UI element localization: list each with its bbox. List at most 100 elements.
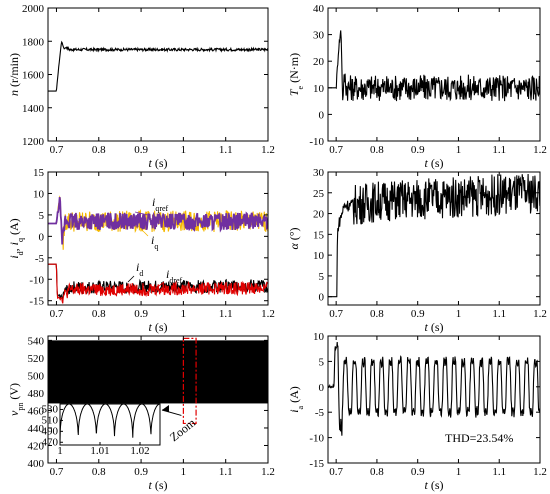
y-tick-label: -15 <box>29 296 44 308</box>
thd-annotation: THD=23.54% <box>445 431 513 445</box>
y-tick-label: 1200 <box>22 136 45 148</box>
series-line-iqref <box>48 196 268 245</box>
x-tick-label: 1.2 <box>533 308 547 320</box>
inset-x-tick-label: 1 <box>57 445 63 457</box>
y-tick-label: 5 <box>319 356 325 368</box>
y-axis-label: n (r/min) <box>7 53 21 96</box>
x-tick-label: 1 <box>456 144 462 156</box>
x-tick-label: 0.7 <box>329 308 343 320</box>
chart-torque: 0.7 0.8 0.9 1 1.1 1.2 -10 0 10 20 30 40 t (s) Te (N·m… <box>287 3 547 170</box>
axes-frame <box>327 7 541 142</box>
x-tick-label: 1 <box>181 308 187 320</box>
legend-qref: iqref <box>152 195 169 213</box>
x-tick-label: 1 <box>456 466 462 478</box>
legend-leader <box>134 211 149 216</box>
x-tick-label: 1.2 <box>533 466 547 478</box>
y-tick-label: 440 <box>28 423 45 435</box>
y-tick-label: 30 <box>313 167 325 179</box>
x-tick-label: 0.9 <box>411 144 425 156</box>
x-tick-label: 1.1 <box>219 144 233 156</box>
y-tick-label: 520 <box>28 353 45 365</box>
legend-dref: idref <box>166 267 183 285</box>
y-tick-label: 20 <box>313 209 325 221</box>
inset-y-tick-label: 510 <box>42 414 59 426</box>
x-tick-label: 1 <box>181 144 187 156</box>
series-line-0 <box>328 341 540 436</box>
x-axis-label: t (s) <box>424 320 443 334</box>
y-axis-label: ia (A) <box>287 386 305 413</box>
y-axis-label: vpn (V) <box>7 383 25 416</box>
y-tick-label: 400 <box>28 458 45 470</box>
x-tick-label: 1.2 <box>533 144 547 156</box>
x-tick-label: 1.1 <box>492 308 506 320</box>
y-axis-label: Te (N·m) <box>287 53 305 96</box>
x-tick-label: 0.9 <box>411 466 425 478</box>
y-tick-label: -10 <box>309 136 324 148</box>
x-axis-label: t (s) <box>148 156 167 170</box>
y-tick-label: 2000 <box>22 3 45 15</box>
legend-leader <box>137 225 149 237</box>
axes-frame <box>327 335 541 464</box>
plot-area <box>328 173 540 298</box>
legend-d: id <box>136 260 143 278</box>
y-tick-label: 500 <box>28 370 45 382</box>
y-tick-label: 0 <box>319 109 325 121</box>
y-tick-label: -5 <box>315 407 325 419</box>
y-tick-label: 1600 <box>22 70 45 82</box>
x-axis-label: t (s) <box>424 156 443 170</box>
x-tick-label: 1.2 <box>261 466 275 478</box>
x-tick-label: 1.1 <box>219 466 233 478</box>
axes-frame <box>47 335 269 464</box>
y-tick-label: 1400 <box>22 103 45 115</box>
legend-q: iq <box>151 233 158 251</box>
y-tick-label: -5 <box>35 253 45 265</box>
x-tick-label: 0.7 <box>50 144 64 156</box>
x-axis-label: t (s) <box>148 478 167 492</box>
plot-area <box>48 40 268 92</box>
plot-area <box>328 30 540 102</box>
y-tick-label: 460 <box>28 405 45 417</box>
legend-leader <box>154 281 165 290</box>
y-tick-label: 10 <box>33 188 45 200</box>
y-tick-label: 0 <box>319 292 325 304</box>
inset-x-tick-label: 1.01 <box>90 445 109 457</box>
chart-currents: 0.7 0.8 0.9 1 1.1 1.2 -15 -10 -5 0 5 10 15 t (s) id, i… <box>7 167 275 334</box>
y-tick-label: 40 <box>313 3 325 15</box>
y-axis-label: α (°) <box>287 227 301 249</box>
x-tick-label: 1.1 <box>492 144 506 156</box>
inset-x-tick-label: 1.02 <box>130 445 149 457</box>
series-line-idref <box>48 263 268 304</box>
chart-alpha: 0.7 0.8 0.9 1 1.1 1.2 0 5 10 15 20 25 30 t (s) α (°) <box>287 167 547 334</box>
x-tick-label: 0.8 <box>92 466 106 478</box>
axes-frame <box>327 171 541 306</box>
x-tick-label: 0.7 <box>50 308 64 320</box>
chart-speed: 0.7 0.8 0.9 1 1.1 1.2 1200 1400 1600 1800 2000 t (s… <box>7 3 275 170</box>
x-tick-label: 0.9 <box>134 144 148 156</box>
x-tick-label: 0.8 <box>92 144 106 156</box>
x-tick-label: 1 <box>181 466 187 478</box>
series-line-id <box>48 263 268 303</box>
zoom-box <box>182 337 197 425</box>
plot-area <box>48 340 268 404</box>
y-tick-label: 480 <box>28 388 45 400</box>
y-tick-label: 420 <box>28 440 45 452</box>
x-tick-label: 0.7 <box>329 144 343 156</box>
y-tick-label: 1800 <box>22 36 45 48</box>
y-tick-label: 5 <box>39 210 45 222</box>
chart-vpn: 0.7 0.8 0.9 1 1.1 1.2 400 420 440 460 480 500 520 540… <box>7 335 275 492</box>
inset-waveform <box>59 403 160 444</box>
y-tick-label: 540 <box>28 335 45 347</box>
x-tick-label: 1.2 <box>261 144 275 156</box>
x-tick-label: 1 <box>456 308 462 320</box>
series-line-0 <box>48 40 268 92</box>
y-tick-label: 0 <box>319 382 325 394</box>
y-tick-label: -10 <box>29 274 44 286</box>
x-tick-label: 0.9 <box>411 308 425 320</box>
legend-leader <box>127 275 135 283</box>
inset-frame <box>59 403 161 446</box>
x-tick-label: 1.2 <box>261 308 275 320</box>
inset-y-tick-label: 470 <box>42 436 59 448</box>
zoom-label: Zoom <box>167 415 199 444</box>
